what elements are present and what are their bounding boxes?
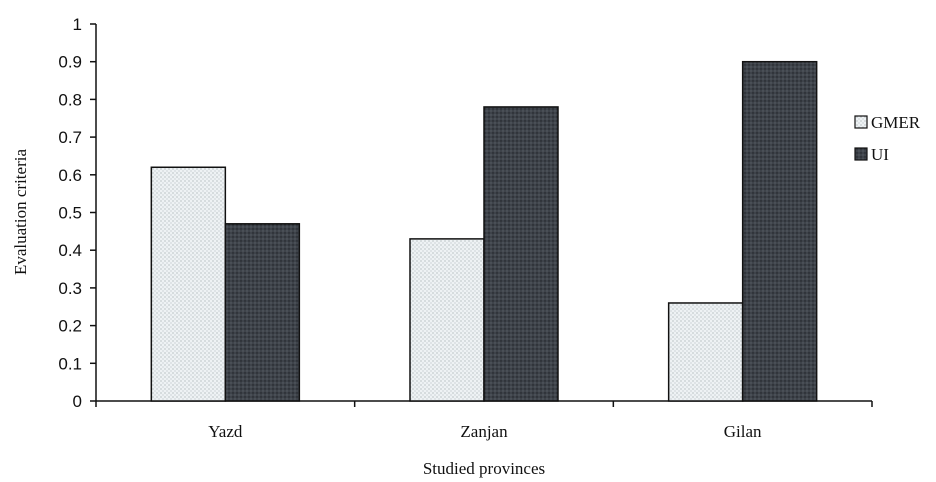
x-tick-label: Zanjan <box>460 422 508 441</box>
x-axis-title: Studied provinces <box>423 459 545 478</box>
y-tick-label: 0.6 <box>58 166 82 185</box>
legend[interactable]: GMER UI <box>854 113 921 164</box>
x-tick-label: Yazd <box>208 422 243 441</box>
y-tick-label: 0.7 <box>58 128 82 147</box>
legend-swatch-ui[interactable] <box>854 147 868 161</box>
y-tick-label: 0.2 <box>58 317 82 336</box>
y-tick-label: 0.8 <box>58 90 82 109</box>
y-ticks: 0 0.1 0.2 0.3 0.4 0.5 0.6 0.7 0.8 0.9 1 <box>58 15 96 411</box>
y-tick-label: 0.5 <box>58 204 82 223</box>
bar-ui-zanjan <box>483 106 559 402</box>
legend-label-ui[interactable]: UI <box>871 145 889 164</box>
bar-ui-gilan <box>741 60 818 402</box>
y-tick-label: 0.1 <box>58 354 82 373</box>
y-tick-label: 0 <box>73 392 82 411</box>
y-tick-label: 0.9 <box>58 53 82 72</box>
y-axis-title: Evaluation criteria <box>11 149 30 275</box>
y-tick-label: 0.3 <box>58 279 82 298</box>
y-tick-label: 1 <box>73 15 82 34</box>
legend-swatch-gmer[interactable] <box>854 115 868 129</box>
x-ticks: Yazd Zanjan Gilan <box>95 401 873 441</box>
bars <box>150 60 818 402</box>
bar-ui-yazd <box>224 223 301 402</box>
bar-gmer-gilan <box>667 302 744 402</box>
bar-gmer-yazd <box>150 166 227 402</box>
y-tick-label: 0.4 <box>58 241 82 260</box>
x-tick-label: Gilan <box>724 422 762 441</box>
bar-gmer-zanjan <box>409 238 485 402</box>
legend-label-gmer[interactable]: GMER <box>871 113 921 132</box>
